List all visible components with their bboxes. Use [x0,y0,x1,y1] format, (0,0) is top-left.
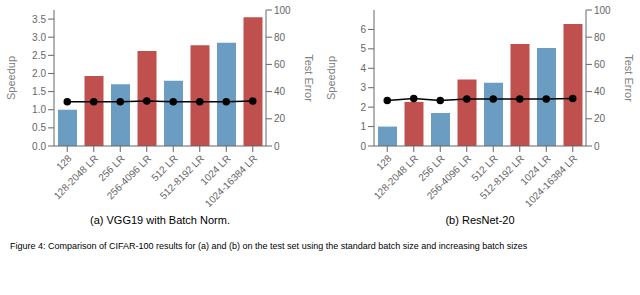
svg-text:128-2048 LR: 128-2048 LR [372,153,421,202]
svg-text:Speedup: Speedup [8,56,17,100]
svg-text:60: 60 [274,59,286,70]
svg-text:256 LR: 256 LR [96,152,127,184]
svg-text:0: 0 [360,141,366,152]
svg-text:Test Error: Test Error [623,54,632,102]
svg-text:2.5: 2.5 [32,50,46,61]
svg-text:4: 4 [360,63,366,74]
html-text:(b) ResNet-20: (b) ResNet-20 [445,214,515,226]
svg-text:2.0: 2.0 [32,68,46,79]
svg-text:Test Error: Test Error [303,54,315,102]
svg-text:3.0: 3.0 [32,32,46,43]
svg-text:2: 2 [360,102,366,113]
svg-text:1.0: 1.0 [32,104,46,115]
svg-text:20: 20 [274,113,286,124]
svg-text:256-4096 LR: 256-4096 LR [105,153,154,202]
svg-text:5: 5 [360,43,366,54]
svg-text:1024 LR: 1024 LR [198,152,233,188]
svg-text:128: 128 [54,152,74,172]
svg-text:128: 128 [374,152,394,172]
svg-text:256-4096 LR: 256-4096 LR [425,153,474,202]
svg-text:128-2048 LR: 128-2048 LR [52,153,101,202]
svg-text:0.5: 0.5 [32,122,46,133]
svg-text:100: 100 [274,5,291,16]
html-text:(a) VGG19 with Batch Norm.: (a) VGG19 with Batch Norm. [90,214,230,226]
html-text:Figure 4: Comparison of CIFAR-: Figure 4: Comparison of CIFAR-100 result… [10,241,528,251]
svg-text:512-8192 LR: 512-8192 LR [478,153,527,202]
svg-text:1024-16384 LR: 1024-16384 LR [523,153,580,210]
svg-text:6: 6 [360,24,366,35]
svg-text:256 LR: 256 LR [416,152,447,184]
svg-text:1024 LR: 1024 LR [518,152,553,188]
svg-text:0: 0 [594,141,600,152]
svg-text:3: 3 [360,82,366,93]
svg-text:100: 100 [594,5,611,16]
svg-text:0: 0 [274,141,280,152]
svg-text:0.0: 0.0 [32,141,46,152]
svg-text:512 LR: 512 LR [469,152,500,184]
svg-text:60: 60 [594,59,606,70]
svg-text:80: 80 [594,32,606,43]
svg-text:1024-16384 LR: 1024-16384 LR [203,153,260,210]
svg-text:40: 40 [594,86,606,97]
svg-text:3.5: 3.5 [32,14,46,25]
svg-text:Speedup: Speedup [325,56,337,100]
svg-text:40: 40 [274,86,286,97]
svg-text:1.5: 1.5 [32,86,46,97]
svg-text:512-8192 LR: 512-8192 LR [158,153,207,202]
svg-text:20: 20 [594,113,606,124]
svg-text:512 LR: 512 LR [149,152,180,184]
svg-text:1: 1 [360,121,366,132]
svg-text:80: 80 [274,32,286,43]
